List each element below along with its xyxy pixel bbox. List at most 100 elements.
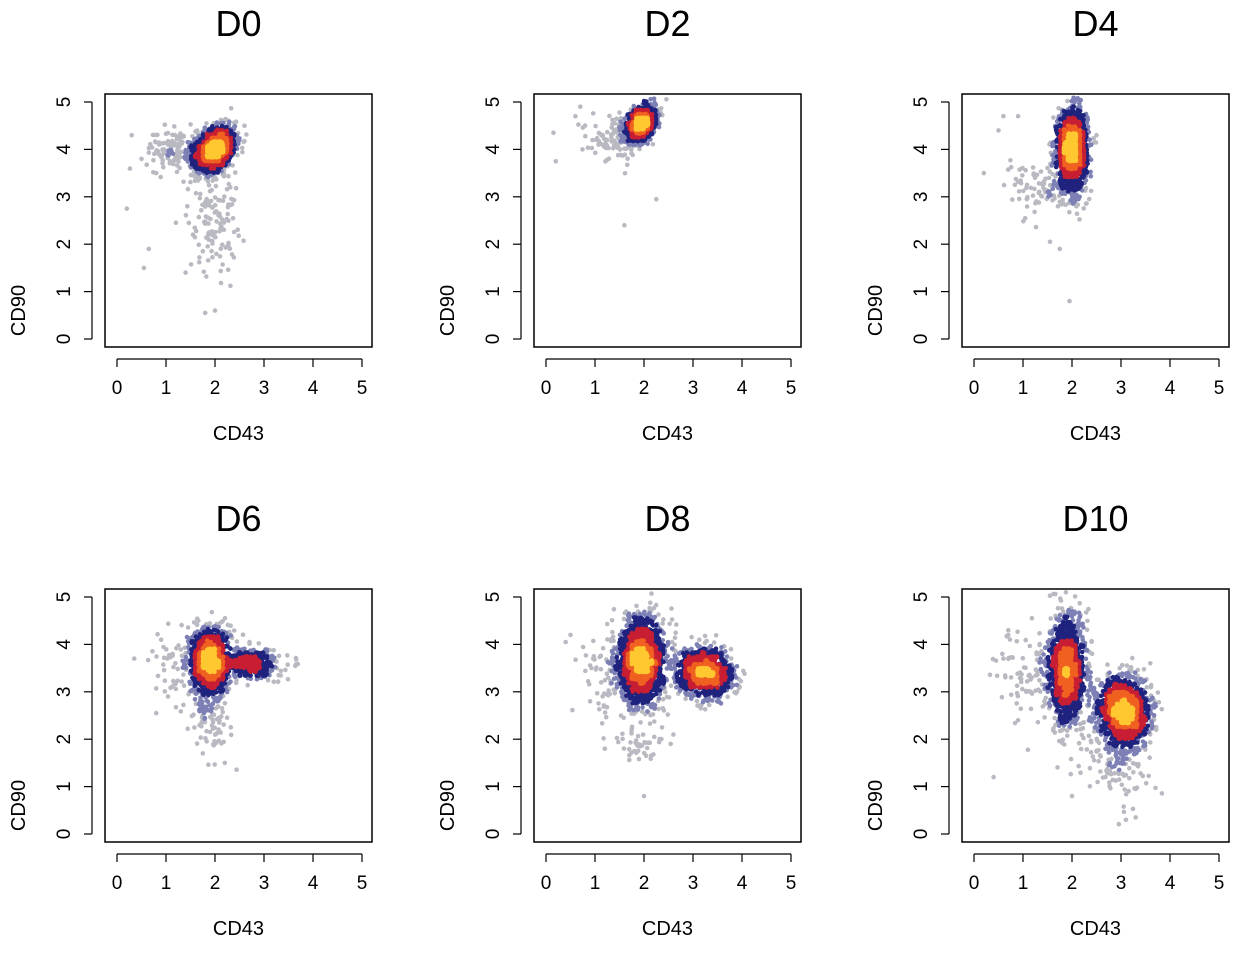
data-point: [1071, 104, 1076, 109]
data-point: [155, 631, 160, 637]
data-point: [155, 149, 161, 154]
data-point: [1068, 146, 1074, 151]
data-point: [200, 248, 206, 254]
x-tick-label: 5: [1214, 378, 1225, 399]
x-tick-label: 3: [688, 378, 699, 399]
data-point: [230, 215, 236, 221]
data-point: [593, 150, 598, 156]
data-point: [161, 164, 166, 170]
data-point: [1046, 175, 1052, 181]
y-tick-label: 4: [483, 144, 504, 155]
x-tick-label: 1: [590, 378, 601, 399]
data-point: [212, 739, 217, 744]
data-point: [653, 119, 659, 124]
data-point: [231, 229, 237, 235]
data-point: [199, 208, 204, 213]
data-point: [653, 102, 659, 107]
data-point: [127, 166, 133, 171]
y-tick-label: 3: [54, 192, 75, 203]
x-tick-label: 2: [639, 378, 650, 399]
data-point: [578, 104, 583, 109]
point-layer: [124, 106, 249, 316]
data-point: [1071, 186, 1076, 192]
data-point: [194, 741, 200, 746]
y-tick-label: 1: [483, 286, 504, 297]
y-tick-label: 1: [54, 286, 75, 297]
y-tick-label: 0: [54, 334, 75, 345]
data-point: [1012, 182, 1018, 188]
data-point: [1077, 217, 1082, 222]
data-point: [625, 156, 630, 161]
data-point: [1041, 181, 1047, 186]
data-point: [203, 204, 208, 209]
x-tick-label: 2: [210, 378, 221, 399]
data-point: [276, 653, 282, 659]
plot-frame: [104, 588, 373, 843]
data-point: [590, 111, 596, 116]
data-point: [218, 246, 224, 251]
data-point: [166, 621, 171, 626]
data-point: [244, 132, 249, 137]
data-point: [205, 244, 210, 249]
data-point: [222, 194, 227, 199]
point-layer: [131, 609, 301, 772]
data-point: [197, 255, 202, 260]
data-point: [204, 121, 209, 126]
data-point: [185, 139, 191, 145]
data-point: [154, 654, 159, 659]
data-point: [224, 715, 230, 720]
data-point: [124, 206, 130, 211]
data-point: [162, 150, 167, 156]
data-point: [226, 173, 231, 179]
data-point: [1017, 167, 1022, 172]
data-point: [185, 726, 190, 731]
data-point: [1018, 181, 1024, 186]
y-tick-label: 2: [911, 239, 932, 250]
data-point: [580, 125, 586, 130]
data-point: [164, 647, 169, 652]
data-point: [178, 709, 184, 714]
x-axis-label: CD43: [1070, 423, 1121, 445]
data-point: [229, 202, 235, 207]
data-point: [664, 97, 669, 102]
data-point: [589, 145, 595, 151]
point-layer: [981, 95, 1099, 304]
data-point: [162, 689, 168, 694]
data-point: [1008, 164, 1014, 170]
data-point: [198, 735, 203, 740]
data-point: [228, 732, 234, 738]
data-point: [1010, 197, 1015, 202]
x-axis-label: CD43: [213, 423, 264, 445]
data-point: [213, 183, 219, 189]
data-point: [173, 704, 179, 710]
data-point: [163, 131, 169, 137]
data-point: [179, 679, 184, 684]
data-point: [224, 187, 230, 192]
data-point: [225, 211, 230, 217]
data-point: [598, 141, 604, 147]
data-point: [645, 120, 651, 126]
data-point: [256, 641, 262, 646]
data-point: [202, 716, 207, 722]
data-point: [603, 137, 609, 142]
data-point: [205, 258, 211, 263]
data-point: [206, 182, 212, 188]
y-tick-label: 2: [483, 239, 504, 250]
data-point: [162, 122, 168, 127]
data-point: [190, 147, 196, 152]
data-point: [617, 110, 622, 115]
data-point: [240, 632, 246, 637]
data-point: [1031, 172, 1036, 177]
data-point: [1022, 216, 1028, 221]
plot-frame: [961, 93, 1230, 348]
y-tick-label: 0: [911, 334, 932, 345]
data-point: [622, 152, 628, 157]
data-point: [185, 204, 190, 209]
y-tick-label: 5: [54, 97, 75, 108]
data-point: [214, 143, 220, 149]
x-tick-label: 3: [1116, 378, 1127, 399]
data-point: [197, 158, 203, 164]
data-point: [191, 712, 196, 717]
data-point: [239, 145, 245, 151]
